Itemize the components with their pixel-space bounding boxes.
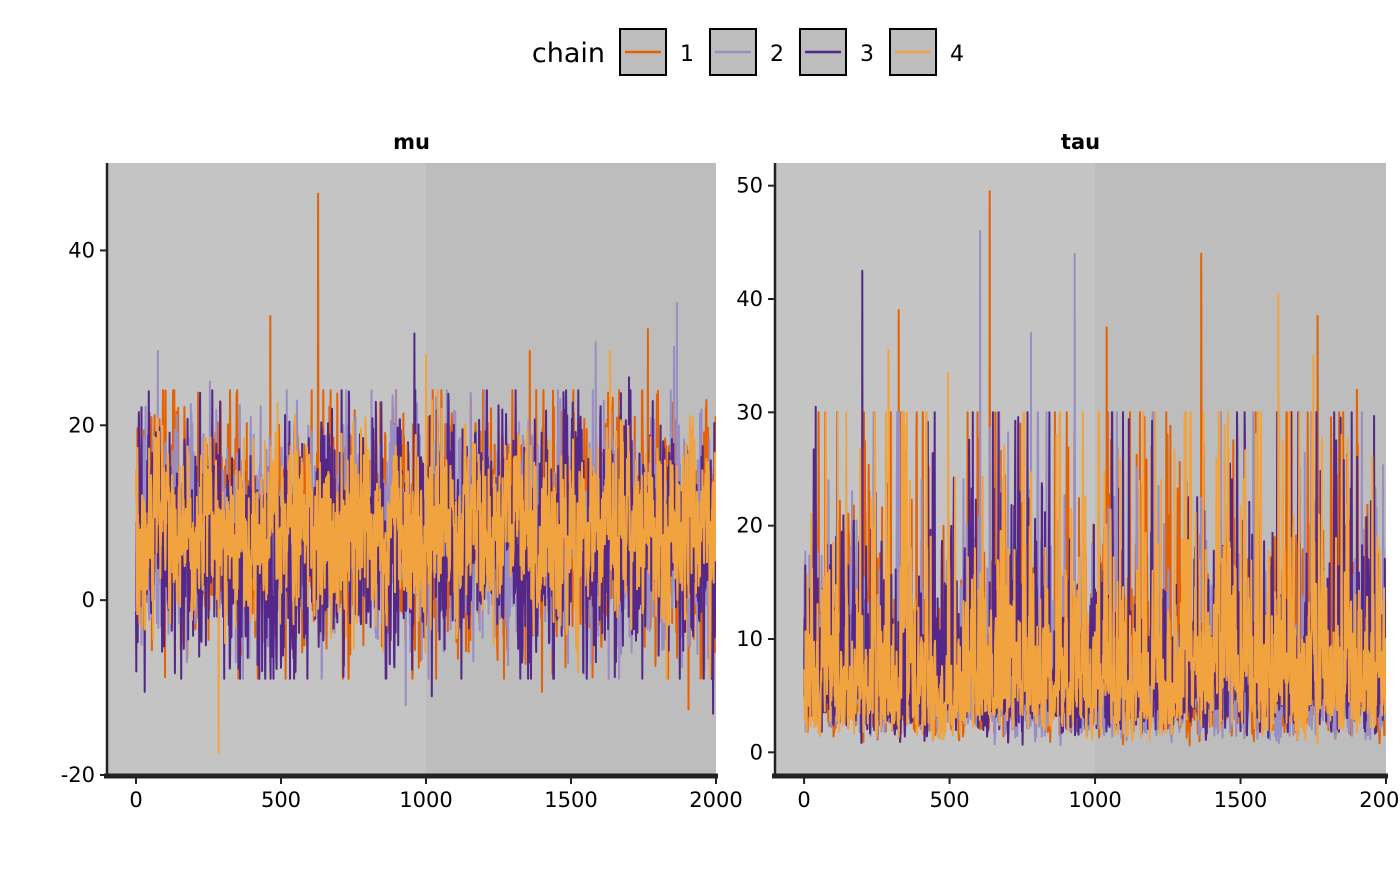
- x-tick-label: 2000: [689, 788, 742, 812]
- y-tick-label: 40: [736, 287, 763, 311]
- panel-title: mu: [393, 130, 430, 154]
- y-tick-label: 40: [68, 238, 95, 262]
- legend-items: 1 2 3 4: [619, 28, 964, 76]
- legend: chain 1 2 3 4: [532, 28, 964, 76]
- x-tick-label: 1000: [399, 788, 452, 812]
- legend-item-2: 2: [709, 28, 784, 76]
- x-tick-label: 0: [797, 788, 810, 812]
- legend-title: chain: [532, 38, 605, 69]
- y-tick-label: 30: [736, 400, 763, 424]
- x-tick-label: 1500: [1214, 788, 1267, 812]
- series-group: [135, 192, 716, 755]
- legend-label: 2: [770, 42, 784, 67]
- y-tick-label: 10: [736, 627, 763, 651]
- x-tick-label: 2000: [1359, 788, 1400, 812]
- panel-title: tau: [1061, 130, 1100, 154]
- legend-item-4: 4: [889, 28, 964, 76]
- x-tick-label: 500: [930, 788, 970, 812]
- y-tick-label: -20: [61, 763, 95, 787]
- panel-tau: tau 0 500 1000 1500 2000 0 10 20 30 40 50: [736, 130, 1400, 812]
- trace-line-chain-4: [135, 350, 716, 755]
- x-tick-label: 0: [129, 788, 142, 812]
- series-group: [803, 190, 1386, 747]
- legend-label: 4: [950, 42, 964, 67]
- panel-mu: mu 0 500 1000 1500 2000 -20 0 20 40: [61, 130, 743, 812]
- y-tick-label: 20: [68, 413, 95, 437]
- x-tick-label: 500: [261, 788, 301, 812]
- y-tick-label: 0: [750, 740, 763, 764]
- legend-label: 3: [860, 42, 874, 67]
- y-tick-label: 50: [736, 174, 763, 198]
- x-tick-label: 1000: [1068, 788, 1121, 812]
- legend-item-3: 3: [799, 28, 874, 76]
- x-tick-label: 1500: [544, 788, 597, 812]
- legend-item-1: 1: [619, 28, 694, 76]
- y-tick-label: 20: [736, 514, 763, 538]
- legend-label: 1: [680, 42, 694, 67]
- y-tick-label: 0: [82, 588, 95, 612]
- trace-line-chain-4: [803, 292, 1386, 745]
